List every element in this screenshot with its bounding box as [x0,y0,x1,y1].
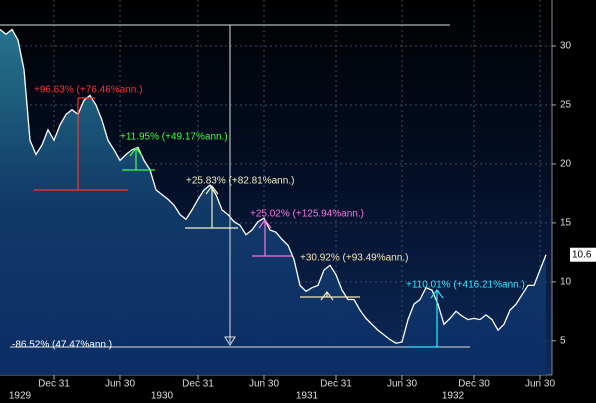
y-tick-label: 20 [560,159,572,170]
rally-brackets [34,97,444,348]
annotation: +25.83% (+82.81%ann.) [186,176,294,187]
annotation: -86.52% (47.47%ann.) [12,340,112,351]
y-tick-label: 10 [560,276,572,287]
x-tick-label: Jun 30 [105,379,135,390]
y-tick-label: 5 [560,335,566,346]
price-line [0,28,547,344]
drawdown-arrow [224,336,236,346]
annotation: +30.92% (+93.49%ann.) [300,253,408,264]
x-year-label: 1929 [9,391,32,402]
last-price-label: 10.6 [572,249,592,260]
x-tick-label: Dec 31 [38,379,70,390]
layer [0,0,552,375]
x-tick-label: Jun 30 [249,379,279,390]
x-tick-label: Jun 30 [525,379,555,390]
y-tick-label: 30 [560,41,572,52]
annotation: +11.95% (+49.17%ann.) [120,132,228,143]
annotation: +110.01% (+416.21%ann.) [406,280,525,291]
x-year-label: 1931 [296,391,319,402]
x-axis-band [0,375,596,403]
x-tick-label: Jun 30 [387,379,417,390]
x-tick-label: Dec 30 [458,379,490,390]
last-price-box [570,247,596,262]
x-year-label: 1932 [442,391,465,402]
y-tick-label: 15 [560,218,572,229]
area [0,29,546,375]
x-year-label: 1930 [151,391,174,402]
x-tick-label: Dec 31 [320,379,352,390]
annotation: +25.02% (+125.94%ann.) [250,209,364,220]
x-tick-label: Dec 31 [182,379,214,390]
y-axis-band [552,0,596,375]
y-tick-label: 25 [560,100,572,111]
annotation: +96.63% (+76.46%ann.) [34,85,142,96]
